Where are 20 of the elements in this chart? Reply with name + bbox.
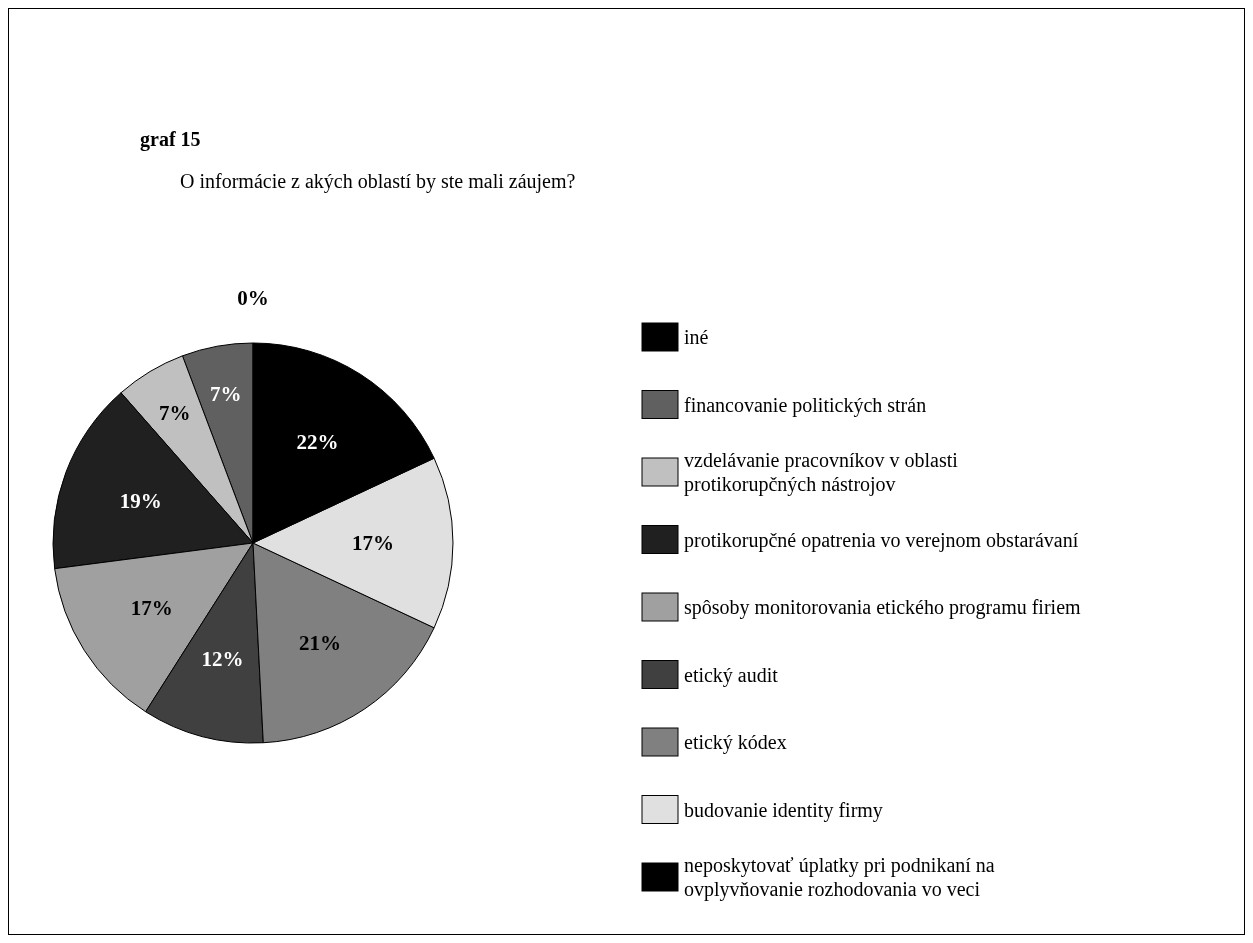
legend-label: financovanie politických strán [684,393,927,417]
legend-label: neposkytovať úplatky pri podnikaní na ovplyvňovanie rozhodovania vo veci [684,854,995,901]
legend-label: etický kódex [684,731,787,754]
data-label: 12% [201,647,244,672]
legend-label: iné [684,326,709,348]
data-label: 22% [296,430,339,455]
chart-title: graf 15 [140,128,201,151]
data-label: 7% [159,401,191,426]
data-label: 19% [119,489,162,514]
chart-subtitle: O informácie z akých oblastí by ste mali záujem? [180,170,576,193]
data-label: 21% [298,630,341,655]
data-label: 17% [130,595,173,620]
legend-label: budovanie identity firmy [684,798,883,822]
legend-label: protikorupčné opatrenia vo verejnom obstarávaní [684,528,1079,552]
legend-label: vzdelávanie pracovníkov v oblasti protikorupčných nástrojov [684,449,959,496]
legend-label: spôsoby monitorovania etického programu firiem [684,596,1082,619]
data-label: 17% [352,531,394,556]
legend-label: etický audit [684,663,779,687]
data-label: 7% [210,381,242,406]
text: 0% [237,286,269,311]
